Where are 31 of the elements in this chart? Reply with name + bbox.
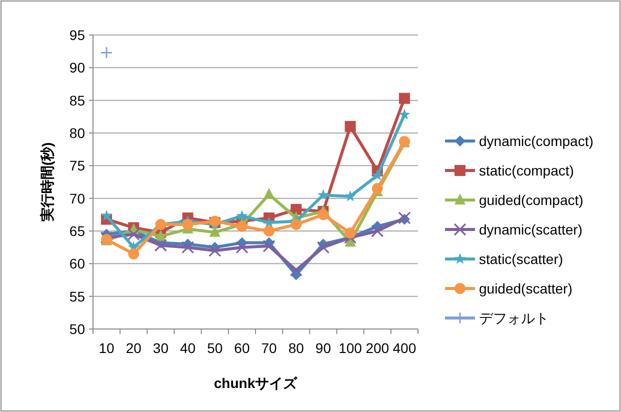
x-tick-label: 10 (98, 340, 115, 356)
x-tick-label: 60 (234, 340, 250, 356)
y-tick-label: 75 (69, 158, 86, 174)
y-tick-label: 85 (69, 92, 86, 108)
x-tick-label: 50 (207, 340, 223, 356)
x-tick-label: 90 (315, 340, 332, 356)
y-tick-label: 95 (69, 27, 86, 43)
legend-label: guided(scatter) (479, 280, 572, 296)
y-tick-label: 55 (69, 288, 86, 304)
legend-label: static(compact) (479, 162, 574, 178)
x-tick-label: 400 (392, 340, 416, 356)
x-axis-title: chunkサイズ (214, 375, 298, 391)
x-tick-label: 20 (126, 340, 142, 356)
x-tick-label: 40 (180, 340, 196, 356)
y-tick-label: 50 (69, 321, 86, 337)
legend-label: static(scatter) (479, 251, 564, 267)
legend-label: dynamic(compact) (479, 133, 594, 149)
legend-label: dynamic(scatter) (479, 222, 582, 238)
x-tick-label: 30 (152, 340, 169, 356)
y-tick-label: 60 (69, 256, 86, 272)
y-tick-label: 70 (69, 190, 86, 206)
y-tick-label: 80 (69, 125, 86, 141)
x-tick-label: 100 (338, 340, 362, 356)
legend-label: guided(compact) (479, 192, 584, 208)
legend-label: デフォルト (479, 310, 549, 326)
x-tick-label: 80 (288, 340, 304, 356)
y-tick-label: 90 (69, 60, 86, 76)
y-tick-label: 65 (69, 223, 86, 239)
x-tick-label: 70 (261, 340, 278, 356)
x-tick-label: 200 (366, 340, 390, 356)
y-axis-title: 実行時間(秒) (39, 142, 55, 222)
